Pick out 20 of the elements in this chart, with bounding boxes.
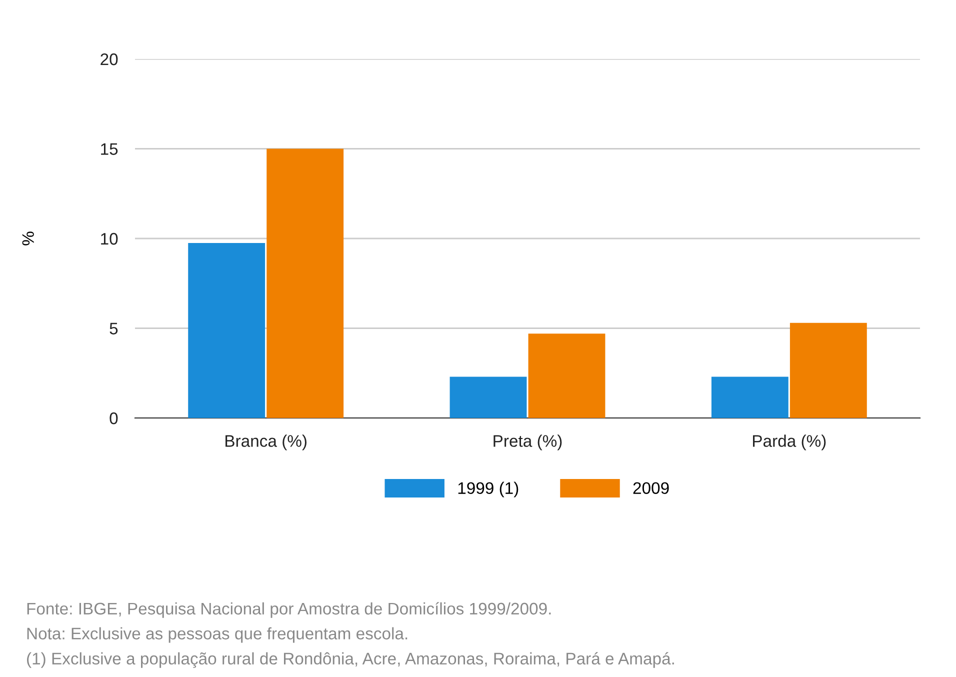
source-note: Fonte: IBGE, Pesquisa Nacional por Amostra de Domicílios 1999/2009. [27,602,551,618]
y-axis-title: % [22,232,34,246]
y-tick-label: 10 [101,232,118,245]
text: (1) Exclusive a população rural de Rondônia, Acre, Amazonas, Roraima, Pará e Amapá. [27,652,674,668]
bar [528,334,606,418]
x-tick-label: Preta (%) [494,434,562,450]
bar [790,322,867,418]
bar [450,376,527,418]
text: Nota: Exclusive as pessoas que frequentam escola. [27,627,408,643]
legend-label: 1999 (1) [458,482,518,498]
y-tick-label: 0 [110,412,118,424]
bar [188,242,266,418]
legend-label: 2009 [633,482,669,494]
y-tick-label: 20 [100,53,118,66]
x-tick-label: Branca (%) [226,434,306,450]
bar [266,148,344,418]
bar [711,376,788,418]
y-tick-label: 5 [110,322,118,334]
y-tick-label: 15 [101,143,118,155]
x-tick-label: Parda (%) [753,434,826,450]
